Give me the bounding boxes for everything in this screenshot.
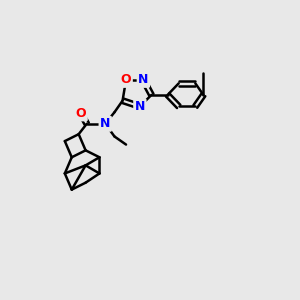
Text: O: O xyxy=(121,74,131,86)
Text: N: N xyxy=(138,74,148,86)
Text: O: O xyxy=(76,107,86,120)
Text: N: N xyxy=(135,100,145,113)
Text: N: N xyxy=(100,117,110,130)
